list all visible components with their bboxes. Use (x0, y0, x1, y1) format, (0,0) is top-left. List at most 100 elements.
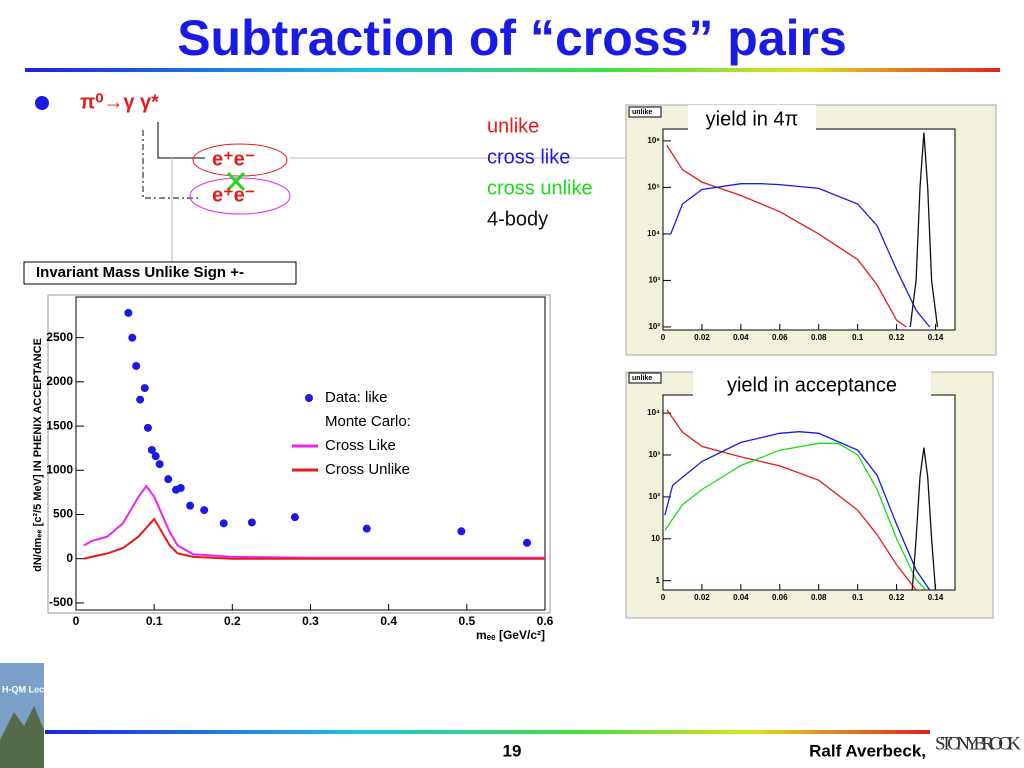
data-point (143, 423, 152, 432)
x-tick-label: 0 (661, 333, 666, 342)
chart-title-box (688, 105, 816, 135)
legend-label: Cross Like (325, 437, 396, 454)
x-tick-label: 0.1 (146, 614, 163, 628)
data-point (124, 308, 133, 317)
x-tick-label: 0.02 (694, 593, 710, 602)
y-tick-label: -500 (49, 595, 73, 609)
series-line (909, 132, 939, 328)
data-point (132, 361, 141, 370)
pair-label: e⁺e⁻ (212, 148, 255, 170)
author: Ralf Averbeck, (809, 741, 926, 760)
legend-label: 4-body (487, 208, 548, 230)
tag-box (628, 372, 662, 384)
y-tick-label: 1500 (46, 418, 73, 432)
pair-label: e⁺e⁻ (212, 184, 255, 206)
x-tick-label: 0.12 (889, 593, 905, 602)
data-point (362, 524, 371, 533)
y-tick-label: 2500 (46, 330, 73, 344)
x-tick-label: 0.08 (811, 333, 827, 342)
x-tick-label: 0.14 (928, 333, 944, 342)
plot-area (662, 394, 956, 591)
series-line (911, 447, 937, 591)
university-logo: STONY BROOK (935, 733, 1021, 754)
x-tick-label: 0.4 (380, 614, 397, 628)
chart-title-box (23, 261, 297, 285)
x-tick-label: 0.2 (224, 614, 241, 628)
data-point (147, 445, 156, 454)
y-tick-label: 10² (648, 492, 660, 501)
data-point (155, 460, 164, 469)
x-tick-label: 0.14 (928, 593, 944, 602)
bullet-dot (35, 96, 49, 110)
legend-label: cross unlike (487, 177, 593, 199)
chart-title: yield in 4π (706, 108, 799, 130)
x-tick-label: 0.08 (811, 593, 827, 602)
x-axis-label: mₑₑ [GeV/c²] (476, 628, 545, 642)
legend-label: Cross Unlike (325, 461, 410, 478)
x-tick-label: 0 (661, 593, 666, 602)
y-tick-label: 2000 (46, 374, 73, 388)
series-line (666, 145, 907, 328)
legend-label: Monte Carlo: (325, 413, 411, 430)
logo-mountain (0, 706, 44, 768)
x-tick-label: 0.04 (733, 593, 749, 602)
x-tick-label: 0.1 (852, 333, 864, 342)
x-tick-label: 0.02 (694, 333, 710, 342)
x-tick-label: 0.6 (537, 614, 554, 628)
y-tick-label: 10³ (648, 450, 660, 459)
plot-area (662, 128, 956, 331)
y-tick-label: 10 (651, 534, 660, 543)
x-tick-label: 0.04 (733, 333, 749, 342)
data-point (128, 333, 137, 342)
logo-text: H-QM Lecture Week (2, 684, 88, 694)
x-tick-label: 0.06 (772, 593, 788, 602)
x-tick-label: 0.3 (302, 614, 319, 628)
y-tick-label: 10⁴ (647, 229, 660, 238)
chart-title-box (693, 371, 931, 401)
data-point (219, 519, 228, 528)
data-point (151, 452, 160, 461)
series-line (83, 517, 545, 560)
y-tick-label: 10⁶ (647, 136, 660, 145)
data-point (457, 527, 466, 536)
y-tick-label: 10³ (648, 276, 660, 285)
data-point (186, 501, 195, 510)
series-line (666, 409, 917, 591)
data-point (523, 538, 532, 547)
bullet-text: π⁰→γ γ* (80, 91, 159, 113)
data-point (136, 395, 145, 404)
decay-diagram (142, 122, 625, 262)
data-point (290, 513, 299, 522)
y-tick-label: 0 (66, 551, 73, 565)
legend-label: unlike (487, 115, 539, 137)
footer-line (45, 730, 930, 734)
data-point (247, 518, 256, 527)
title-underline (25, 68, 1000, 72)
x-tick-label: 0.1 (852, 593, 864, 602)
y-axis-label: dN/dmₑₑ [c²/5 MeV] IN PHENIX ACCEPTANCE (32, 338, 44, 572)
y-tick-label: 500 (53, 507, 73, 521)
tag: unlike (632, 109, 652, 116)
tag: unlike (632, 375, 652, 382)
x-tick-label: 0.5 (458, 614, 475, 628)
chart-title: Invariant Mass Unlike Sign +- (36, 264, 244, 281)
legend-label: Data: like (325, 389, 388, 406)
tag-box (628, 106, 662, 118)
y-tick-label: 10⁴ (647, 408, 660, 417)
y-tick-label: 10⁵ (647, 183, 660, 192)
chart-title: yield in acceptance (727, 374, 897, 396)
data-point (140, 384, 149, 393)
plot-area (75, 296, 546, 611)
series-line (670, 183, 931, 328)
x-tick-label: 0 (73, 614, 80, 628)
y-tick-label: 10² (648, 322, 660, 331)
legend-label: cross like (487, 146, 570, 168)
y-tick-label: 1 (656, 576, 661, 585)
series-line (664, 431, 931, 591)
data-point (164, 475, 173, 484)
slide-title: Subtraction of “cross” pairs (177, 10, 847, 66)
data-point (176, 483, 185, 492)
legend-swatch (305, 394, 313, 402)
series-line (664, 442, 927, 591)
